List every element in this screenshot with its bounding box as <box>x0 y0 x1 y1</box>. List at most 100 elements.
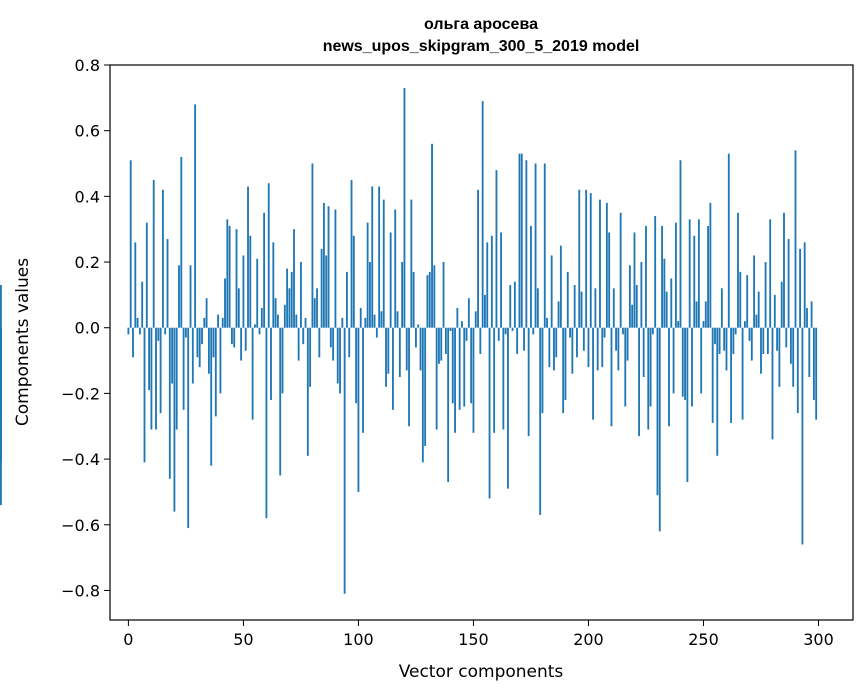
bar-289 <box>792 327 795 387</box>
bar-232 <box>661 225 663 328</box>
bar-218 <box>628 265 631 328</box>
bar-104 <box>366 222 369 328</box>
bar-62 <box>270 327 272 400</box>
bar-99 <box>355 327 358 404</box>
bar-149 <box>470 327 473 404</box>
bar-130 <box>426 275 429 328</box>
bar-17 <box>166 239 169 328</box>
bar-219 <box>631 304 634 328</box>
bar-84 <box>320 248 323 328</box>
bar-108 <box>375 327 378 338</box>
bar-106 <box>371 186 374 328</box>
bar-283 <box>778 327 781 387</box>
bar-23 <box>180 156 183 328</box>
bar-202 <box>592 327 594 420</box>
bar-24 <box>182 327 185 410</box>
bar-43 <box>226 219 229 328</box>
bar-147 <box>465 327 468 341</box>
bar-50 <box>242 255 245 328</box>
bar-85 <box>323 202 325 328</box>
bar-233 <box>663 258 666 328</box>
bar-153 <box>479 327 482 354</box>
bar-205 <box>599 199 601 328</box>
bar-30 <box>196 327 199 358</box>
x-axis: 0 50 100 150 200 250 300 <box>123 620 834 649</box>
x-tick-label: 0 <box>123 630 133 649</box>
bar-159 <box>493 327 496 433</box>
bar-288 <box>789 327 792 364</box>
bar-244 <box>688 219 691 328</box>
bar-239 <box>677 321 680 328</box>
bar-290 <box>794 150 797 328</box>
bar-223 <box>640 262 643 328</box>
bar-86 <box>325 255 328 328</box>
bar-77 <box>304 317 307 328</box>
y-tick-label: −0.8 <box>61 581 100 600</box>
x-tick-label: 200 <box>573 630 604 649</box>
bar-188 <box>559 245 562 328</box>
bar-278 <box>766 327 769 354</box>
bar-102 <box>362 327 364 433</box>
bar-34 <box>205 298 208 328</box>
bar-199 <box>585 189 588 328</box>
bar-268 <box>743 321 746 328</box>
bar-267 <box>741 327 744 420</box>
bar-291 <box>796 327 799 414</box>
bar-170 <box>518 153 521 328</box>
bar-189 <box>562 327 565 414</box>
bar-221 <box>635 285 638 328</box>
bar-237 <box>672 327 675 394</box>
bar-264 <box>734 327 737 335</box>
x-tick-label: 150 <box>458 630 489 649</box>
bar-294 <box>803 242 806 328</box>
chart-subtitle: news_upos_skipgram_300_5_2019 model <box>323 38 640 55</box>
bar-284 <box>780 281 783 328</box>
bar-171 <box>520 153 523 328</box>
bar-187 <box>557 301 560 328</box>
bar-71 <box>290 271 293 328</box>
bar-undefined <box>0 285 2 328</box>
bar-195 <box>576 327 578 358</box>
bar-211 <box>612 288 615 328</box>
y-tick-label: −0.4 <box>61 450 100 469</box>
bar-242 <box>684 327 686 400</box>
bar-193 <box>571 327 574 374</box>
bar-141 <box>451 327 454 404</box>
bar-29 <box>194 104 197 328</box>
bar-undefined <box>0 327 2 341</box>
bar-107 <box>373 314 376 328</box>
bar-89 <box>332 327 335 361</box>
bar-120 <box>403 87 406 328</box>
bar-184 <box>550 255 553 328</box>
bar-292 <box>799 248 802 328</box>
bar-54 <box>251 327 254 420</box>
bar-0 <box>127 327 130 335</box>
bar-209 <box>608 232 611 328</box>
bar-295 <box>806 308 808 328</box>
bar-286 <box>785 327 788 348</box>
bar-98 <box>352 235 355 328</box>
bar-138 <box>444 327 447 354</box>
bar-88 <box>329 327 332 348</box>
bar-238 <box>674 222 677 328</box>
bar-259 <box>723 327 726 351</box>
bar-12 <box>155 327 157 430</box>
bar-82 <box>316 288 318 328</box>
bar-16 <box>164 327 167 335</box>
bar-269 <box>746 275 749 328</box>
bar-265 <box>737 212 739 328</box>
bar-208 <box>605 202 608 328</box>
bar-101 <box>359 308 362 328</box>
bar-185 <box>553 327 555 371</box>
bar-163 <box>502 327 505 430</box>
bar-112 <box>385 327 387 387</box>
bar-297 <box>810 301 813 328</box>
bar-undefined <box>0 327 2 506</box>
bar-255 <box>714 327 716 345</box>
bar-49 <box>240 327 243 361</box>
bar-66 <box>279 327 282 476</box>
bar-247 <box>695 301 698 328</box>
bar-180 <box>541 327 544 414</box>
bar-285 <box>783 212 785 328</box>
bar-64 <box>274 298 277 328</box>
